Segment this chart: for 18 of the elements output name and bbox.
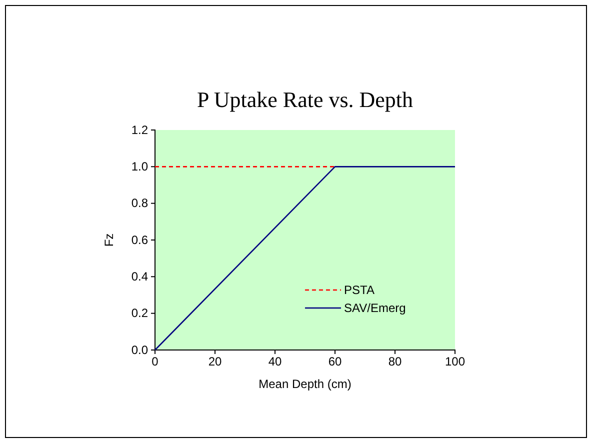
y-tick-label: 0.6 (131, 232, 148, 247)
x-tick-label: 100 (444, 354, 466, 369)
y-tick-label: 0.4 (131, 270, 148, 284)
x-tick-label: 20 (208, 354, 222, 369)
y-tick-label: 1.2 (131, 122, 148, 137)
x-tick-label: 60 (328, 354, 342, 369)
chart-title: P Uptake Rate vs. Depth (196, 87, 414, 112)
x-tick-label: 80 (388, 354, 402, 369)
x-axis-title: Mean Depth (cm) (258, 377, 352, 391)
x-tick-label: 0 (152, 354, 159, 369)
x-tick-label: 40 (268, 354, 282, 369)
y-tick-label: 1.0 (131, 160, 148, 174)
y-axis-title: Fz (102, 233, 116, 247)
y-tick-label: 0.0 (131, 342, 148, 357)
legend-label: PSTA (344, 283, 374, 297)
y-tick-label: 0.2 (131, 306, 148, 320)
y-tick-label: 0.8 (131, 196, 148, 210)
legend-label: SAV/Emerg (344, 301, 406, 315)
